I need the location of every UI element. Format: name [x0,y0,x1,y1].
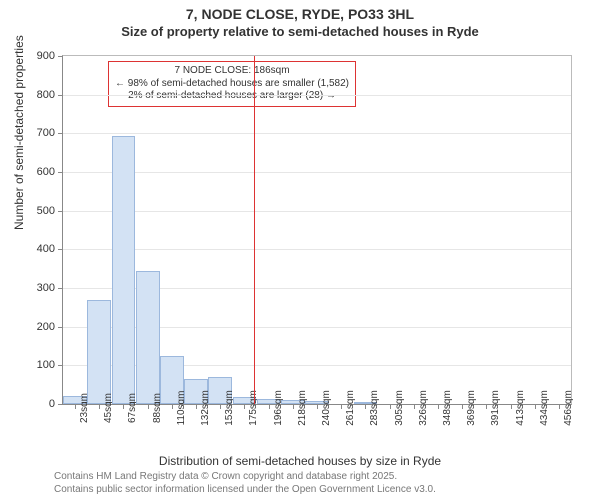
x-tick [220,404,221,409]
x-tick-label: 413sqm [515,390,526,426]
y-tick-label: 100 [37,359,55,371]
attribution-line-1: Contains HM Land Registry data © Crown c… [54,471,436,484]
x-tick-label: 240sqm [321,390,332,426]
x-tick [438,404,439,409]
x-tick-label: 348sqm [442,390,453,426]
histogram-bar [87,300,111,404]
x-tick-label: 218sqm [297,390,308,426]
x-tick [365,404,366,409]
y-tick-label: 500 [37,205,55,217]
x-tick [535,404,536,409]
x-tick [486,404,487,409]
y-tick [58,404,63,405]
grid-line [63,95,571,96]
x-tick-label: 326sqm [418,390,429,426]
annotation-box: 7 NODE CLOSE: 186sqm ← 98% of semi-detac… [108,61,356,107]
y-tick-label: 400 [37,243,55,255]
grid-line [63,133,571,134]
annotation-line-1: 7 NODE CLOSE: 186sqm [115,65,349,78]
x-tick [559,404,560,409]
annotation-line-3: 2% of semi-detached houses are larger (2… [115,90,349,103]
x-tick [244,404,245,409]
x-tick-label: 196sqm [273,390,284,426]
x-tick-label: 153sqm [224,390,235,426]
y-tick [58,327,63,328]
x-tick-label: 456sqm [563,390,574,426]
x-tick-label: 391sqm [490,390,501,426]
x-tick [196,404,197,409]
x-tick [511,404,512,409]
x-tick [317,404,318,409]
x-tick-label: 283sqm [369,390,380,426]
y-tick-label: 800 [37,89,55,101]
y-tick [58,95,63,96]
attribution-line-2: Contains public sector information licen… [54,484,436,497]
x-tick-label: 305sqm [394,390,405,426]
x-tick-label: 261sqm [345,390,356,426]
y-tick [58,133,63,134]
y-tick [58,56,63,57]
x-tick [269,404,270,409]
x-tick [75,404,76,409]
x-tick [414,404,415,409]
x-tick [341,404,342,409]
chart-subtitle: Size of property relative to semi-detach… [0,24,600,39]
x-axis-label: Distribution of semi-detached houses by … [0,454,600,468]
y-tick [58,172,63,173]
grid-line [63,211,571,212]
histogram-bar [136,271,160,404]
y-tick-label: 300 [37,282,55,294]
grid-line [63,172,571,173]
reference-marker-line [254,56,255,404]
x-tick [462,404,463,409]
x-tick [99,404,100,409]
y-axis-label: Number of semi-detached properties [12,35,26,230]
attribution-text: Contains HM Land Registry data © Crown c… [54,471,436,496]
x-tick [293,404,294,409]
x-tick [148,404,149,409]
y-tick-label: 700 [37,127,55,139]
annotation-line-2: ← 98% of semi-detached houses are smalle… [115,78,349,91]
y-tick [58,365,63,366]
x-tick [172,404,173,409]
y-tick [58,211,63,212]
y-tick-label: 600 [37,166,55,178]
x-tick [390,404,391,409]
x-tick [123,404,124,409]
y-tick [58,288,63,289]
x-tick-label: 434sqm [539,390,550,426]
chart-title: 7, NODE CLOSE, RYDE, PO33 3HL [0,6,600,22]
y-tick-label: 0 [49,398,55,410]
y-tick-label: 200 [37,321,55,333]
y-tick [58,249,63,250]
histogram-bar [112,136,136,404]
chart-plot-area: 7 NODE CLOSE: 186sqm ← 98% of semi-detac… [62,55,572,405]
grid-line [63,249,571,250]
y-tick-label: 900 [37,50,55,62]
x-tick-label: 369sqm [466,390,477,426]
chart-title-block: 7, NODE CLOSE, RYDE, PO33 3HL Size of pr… [0,0,600,39]
